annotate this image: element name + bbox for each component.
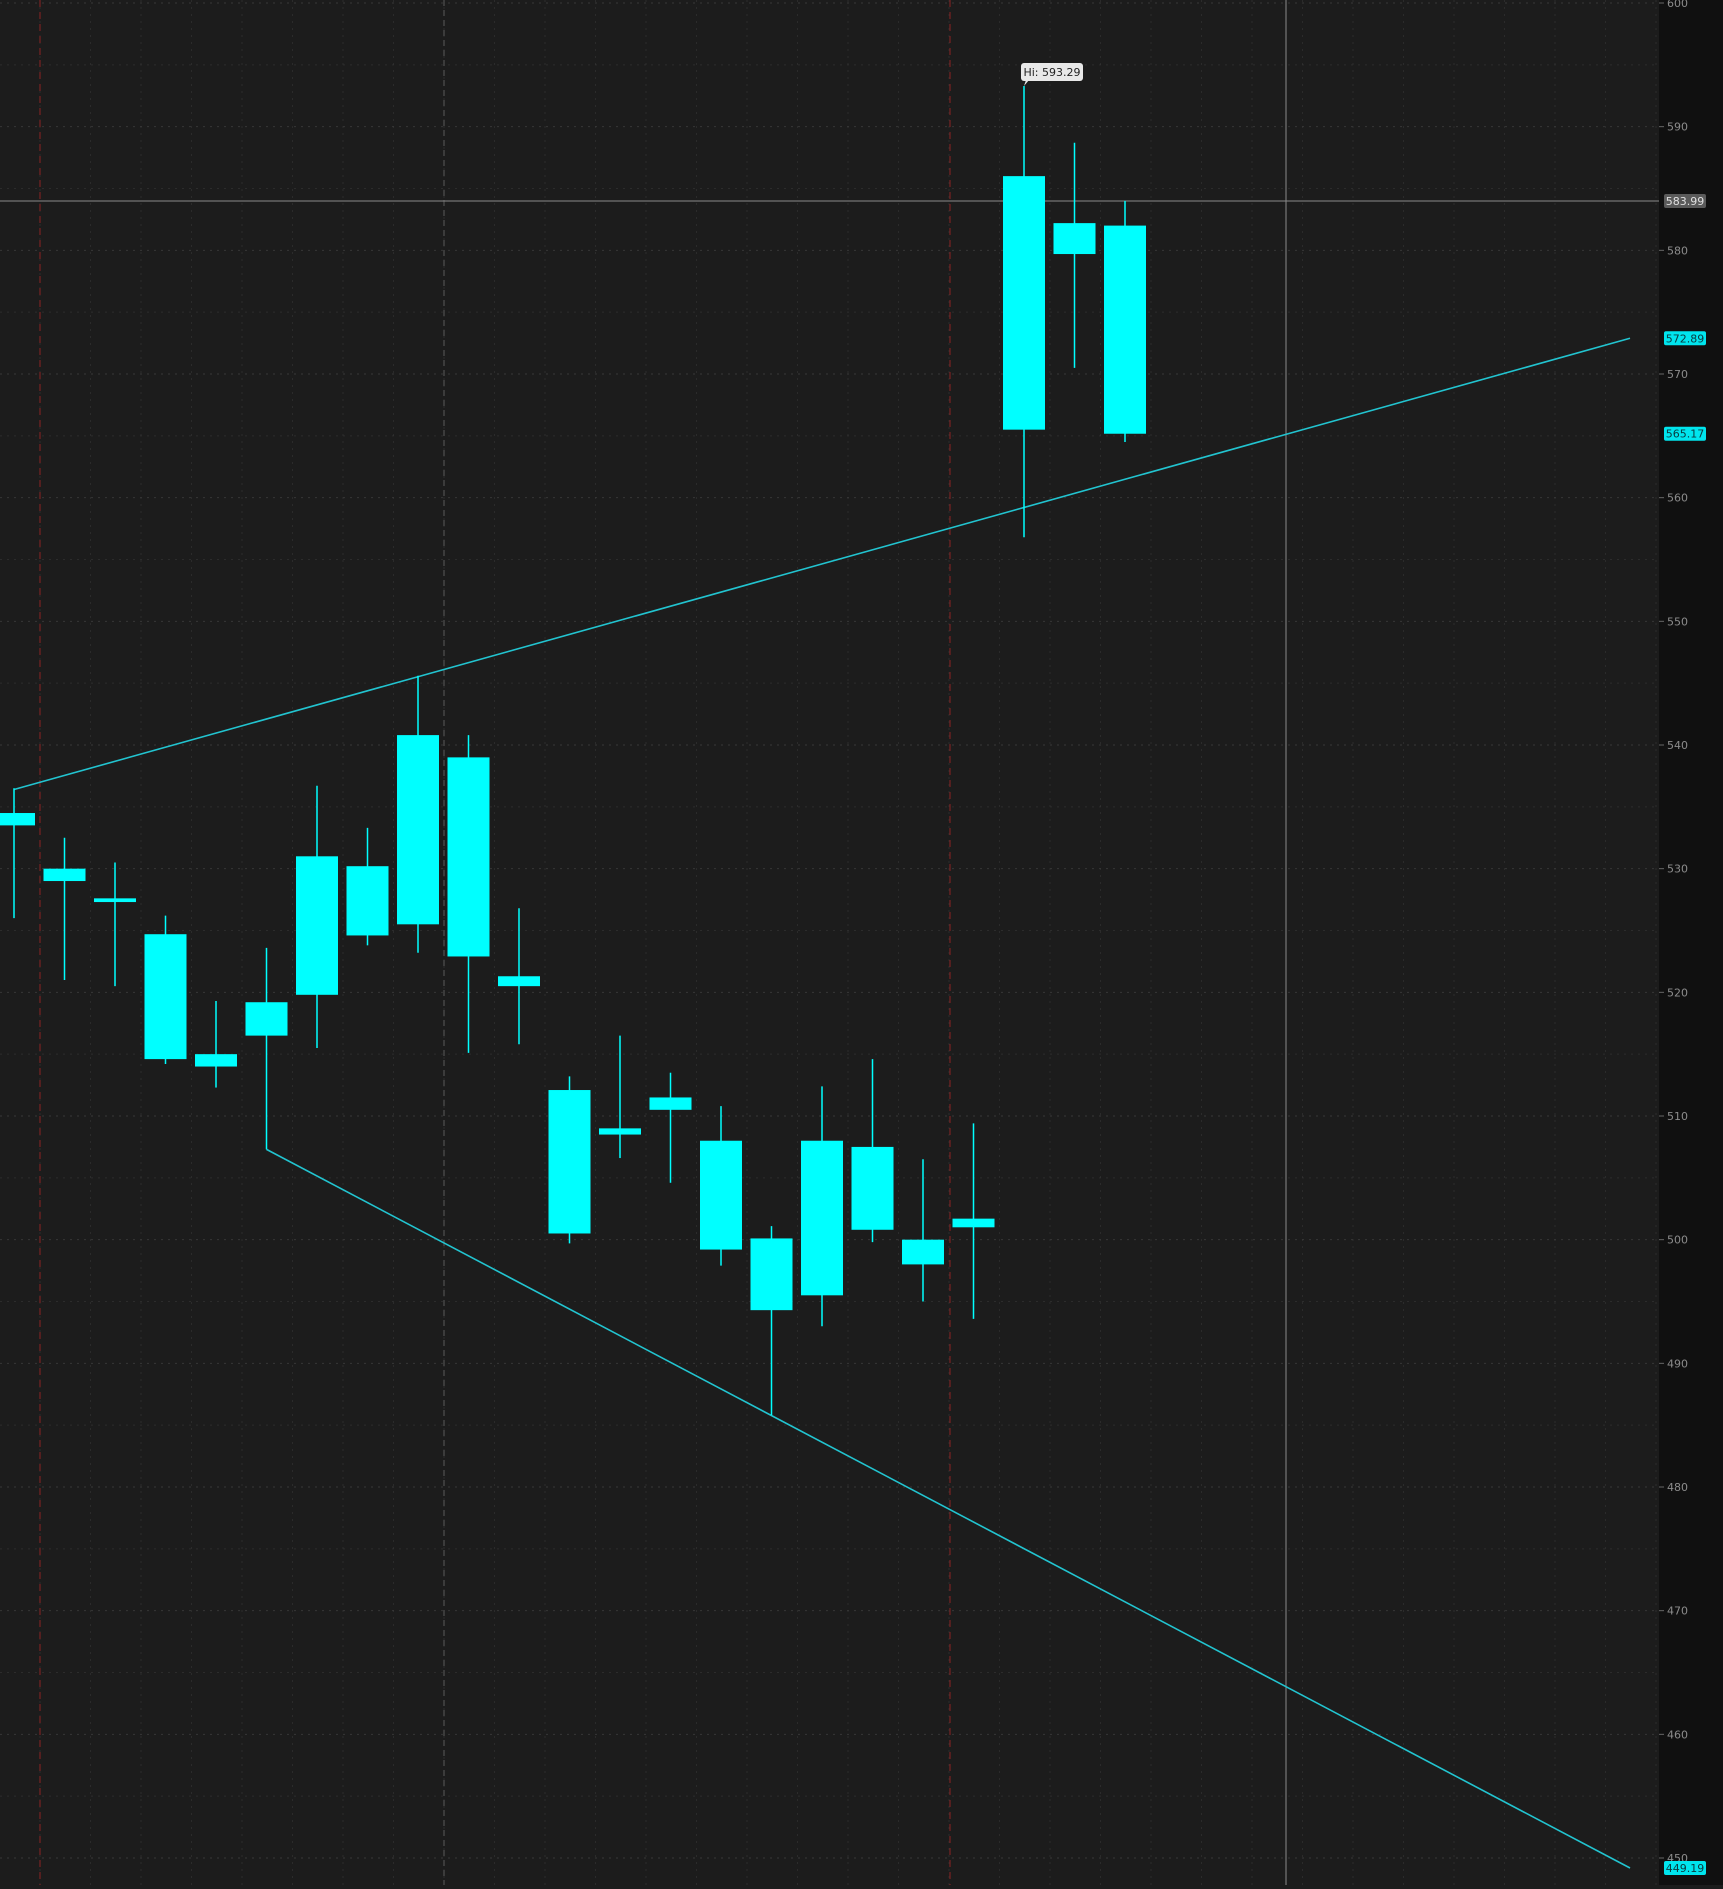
candle-body[interactable] [1104, 225, 1146, 434]
price-label: 565.17 [1666, 428, 1705, 441]
y-tick-label: 590 [1667, 121, 1688, 134]
candle-body[interactable] [397, 735, 439, 925]
candle-body[interactable] [649, 1097, 692, 1110]
candle-body[interactable] [245, 1002, 288, 1036]
candle-body[interactable] [296, 856, 338, 995]
candle-body[interactable] [195, 1054, 237, 1067]
candle-body[interactable] [801, 1140, 843, 1296]
price-label: 449.19 [1666, 1862, 1705, 1875]
price-axis-panel [1659, 0, 1723, 1885]
candle-body[interactable] [851, 1146, 894, 1230]
trendline-upper[interactable] [13, 337, 1631, 791]
candle-body[interactable] [498, 976, 540, 987]
candle-body[interactable] [144, 934, 187, 1060]
candle-body[interactable] [1053, 223, 1096, 255]
y-tick-label: 600 [1667, 0, 1688, 10]
crosshair-price-label: 583.99 [1666, 195, 1705, 208]
hi-label-box [1021, 62, 1083, 81]
candle-body[interactable] [1003, 176, 1045, 430]
y-tick-label: 530 [1667, 863, 1688, 876]
candle-body[interactable] [750, 1238, 793, 1311]
candle-body[interactable] [700, 1140, 742, 1250]
candle-body[interactable] [447, 757, 490, 957]
price-label-box [1664, 331, 1706, 346]
price-label-box [1664, 1861, 1706, 1876]
candle-body[interactable] [346, 866, 389, 936]
trendline-lower[interactable] [266, 1148, 1631, 1869]
candle-body[interactable] [0, 813, 35, 826]
candle-body[interactable] [599, 1128, 641, 1135]
candle-body[interactable] [902, 1239, 944, 1265]
candle-body[interactable] [548, 1090, 591, 1234]
y-tick-label: 580 [1667, 244, 1688, 257]
crosshair-price-box [1664, 193, 1706, 208]
y-tick-label: 470 [1667, 1605, 1688, 1618]
price-label-box [1664, 426, 1706, 441]
hi-label-pointer [1024, 79, 1029, 86]
y-tick-label: 540 [1667, 739, 1688, 752]
hi-label: Hi: 593.29 [1023, 66, 1080, 79]
y-tick-label: 570 [1667, 368, 1688, 381]
price-label: 572.89 [1666, 332, 1705, 345]
y-tick-label: 520 [1667, 986, 1688, 999]
y-tick-label: 500 [1667, 1234, 1688, 1247]
candle-body[interactable] [952, 1218, 995, 1228]
y-tick-label: 550 [1667, 615, 1688, 628]
y-tick-label: 460 [1667, 1728, 1688, 1741]
y-tick-label: 510 [1667, 1110, 1688, 1123]
y-tick-label: 560 [1667, 492, 1688, 505]
candle-body[interactable] [94, 898, 136, 903]
y-tick-label: 490 [1667, 1357, 1688, 1370]
candle-body[interactable] [43, 868, 86, 882]
y-tick-label: 480 [1667, 1481, 1688, 1494]
